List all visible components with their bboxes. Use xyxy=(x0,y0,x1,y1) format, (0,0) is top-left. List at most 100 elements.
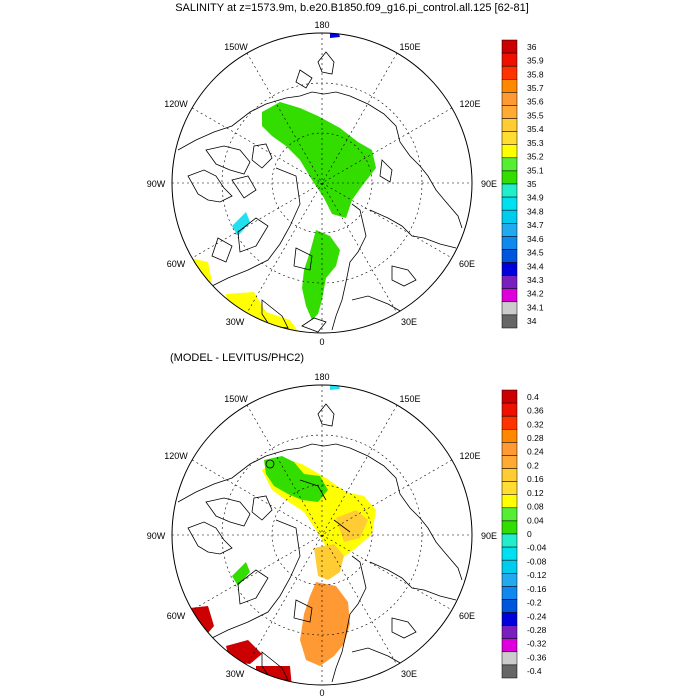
colorbar-label: 35.1 xyxy=(527,165,544,175)
anomaly-field-atlantic-south-red xyxy=(226,640,262,664)
lon-label-30w: 30W xyxy=(226,317,245,327)
anomaly-map: 180 150W 150E 120W 120E 90W 90E 60W 60E … xyxy=(147,372,497,698)
colorbar-label: 34.1 xyxy=(527,302,544,312)
lon-label-30w: 30W xyxy=(226,669,245,679)
colorbar-box xyxy=(501,533,518,548)
colorbar-label: -0.2 xyxy=(527,598,542,608)
colorbar-box xyxy=(501,288,518,303)
lon-label-90w: 90W xyxy=(147,531,166,541)
colorbar-label: -0.28 xyxy=(527,625,547,635)
colorbar-label: 35.3 xyxy=(527,138,544,148)
colorbar-box xyxy=(501,612,518,626)
colorbar-box xyxy=(501,249,518,263)
lon-label-60e: 60E xyxy=(459,259,475,269)
colorbar-label: -0.36 xyxy=(527,652,547,662)
anomaly-field-strait-orange xyxy=(314,544,344,580)
colorbar-box xyxy=(501,651,518,666)
anomaly-field-norwegian-orange xyxy=(300,582,350,666)
colorbar-box xyxy=(501,196,518,211)
colorbar-label: 0.28 xyxy=(527,433,544,443)
salinity-field-labrador xyxy=(232,212,250,236)
lon-label-90w: 90W xyxy=(147,179,166,189)
lon-label-30e: 30E xyxy=(401,317,417,327)
colorbar-box xyxy=(501,157,518,172)
lon-label-180: 180 xyxy=(314,20,329,30)
colorbar-label: 34.3 xyxy=(527,275,544,285)
lon-label-0: 0 xyxy=(319,337,324,347)
anomaly-field-pacific xyxy=(330,385,340,390)
colorbar-label: 0.12 xyxy=(527,488,544,498)
colorbar-label: -0.24 xyxy=(527,611,547,621)
colorbar-box xyxy=(501,599,518,613)
salinity-field-arctic-basin xyxy=(262,102,376,218)
colorbar-box xyxy=(501,118,518,132)
salinity-field-atlantic-south xyxy=(226,292,300,333)
colorbar-label: 35.8 xyxy=(527,69,544,79)
colorbar-label: 0.16 xyxy=(527,474,544,484)
colorbar-box xyxy=(501,262,518,276)
graticule-top xyxy=(172,33,472,333)
colorbar-label: 34.7 xyxy=(527,220,544,230)
colorbar-box xyxy=(501,236,518,250)
lon-label-30e: 30E xyxy=(401,669,417,679)
salinity-field-norwegian-sea xyxy=(302,230,340,320)
colorbar-label: -0.4 xyxy=(527,666,542,676)
colorbar-box xyxy=(501,183,518,198)
colorbar-label: 34.8 xyxy=(527,206,544,216)
colorbar-label: 0 xyxy=(527,529,532,539)
anomaly-field-labrador-green xyxy=(232,562,250,586)
anomaly-colorbar: 0.4 0.36 0.32 0.28 0.24 0.2 0.16 0.12 0.08 0.04 0 -… xyxy=(501,389,547,679)
colorbar-box xyxy=(501,625,518,639)
colorbar-label: 34 xyxy=(527,316,537,326)
colorbar-label: 34.9 xyxy=(527,193,544,203)
salinity-field-north-pacific xyxy=(330,33,340,38)
colorbar-label: 35.2 xyxy=(527,152,544,162)
colorbar-label: 34.5 xyxy=(527,248,544,258)
colorbar-box xyxy=(501,402,518,417)
colorbar-box xyxy=(501,638,518,653)
colorbar-label: 34.6 xyxy=(527,234,544,244)
colorbar-box xyxy=(501,144,518,159)
colorbar-label: 34.4 xyxy=(527,261,544,271)
colorbar-label: 0.36 xyxy=(527,406,544,416)
lon-label-90e: 90E xyxy=(481,179,497,189)
lon-label-0: 0 xyxy=(319,688,324,698)
colorbar-box xyxy=(501,664,518,679)
colorbar-label: 35.9 xyxy=(527,56,544,66)
colorbar-label: 35.4 xyxy=(527,124,544,134)
colorbar-label: 36 xyxy=(527,42,537,52)
lon-label-150e: 150E xyxy=(399,42,420,52)
colorbar-box xyxy=(501,442,518,456)
colorbar-label: 35 xyxy=(527,179,537,189)
salinity-map: 180 150W 150E 120W 120E 90W 90E 60W 60E … xyxy=(147,20,497,347)
colorbar-label: 35.5 xyxy=(527,110,544,120)
lon-label-120e: 120E xyxy=(459,99,480,109)
colorbar-box xyxy=(501,389,518,404)
anomaly-title: (MODEL - LEVITUS/PHC2) xyxy=(170,352,305,364)
colorbar-label: -0.08 xyxy=(527,556,547,566)
colorbar-box xyxy=(501,170,518,185)
colorbar-box xyxy=(501,481,518,495)
colorbar-box xyxy=(501,131,518,145)
colorbar-label: -0.32 xyxy=(527,639,547,649)
colorbar-box xyxy=(501,468,518,482)
colorbar-box xyxy=(501,223,518,237)
colorbar-label: 0.08 xyxy=(527,502,544,512)
colorbar-label: -0.04 xyxy=(527,543,547,553)
salinity-colorbar: 36 35.9 35.8 35.7 35.6 35.5 35.4 35.3 35.2 35.1 35… xyxy=(501,39,544,329)
colorbar-label: 35.6 xyxy=(527,97,544,107)
lon-label-120w: 120W xyxy=(164,451,188,461)
colorbar-box xyxy=(501,559,518,574)
lon-label-120w: 120W xyxy=(164,99,188,109)
lon-label-180: 180 xyxy=(314,372,329,382)
colorbar-box xyxy=(501,494,518,509)
anomaly-field-arctic-green xyxy=(264,456,328,502)
graticule-bottom xyxy=(172,385,472,685)
colorbar-label: 0.2 xyxy=(527,460,539,470)
lon-label-60w: 60W xyxy=(167,611,186,621)
lon-label-120e: 120E xyxy=(459,451,480,461)
colorbar-box xyxy=(501,92,518,106)
colorbar-box xyxy=(501,65,518,80)
colorbar-box xyxy=(501,209,518,224)
